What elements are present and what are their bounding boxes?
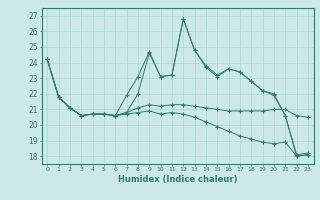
X-axis label: Humidex (Indice chaleur): Humidex (Indice chaleur)	[118, 175, 237, 184]
